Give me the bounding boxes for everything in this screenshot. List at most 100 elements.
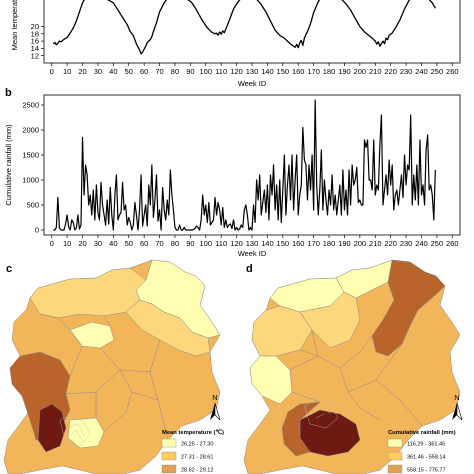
map-d-north-rainy-region: [371, 259, 446, 357]
legend-label: 116.29 - 361.45: [407, 442, 445, 448]
x-tick-label: 80: [171, 67, 179, 76]
x-tick-label: 10: [63, 67, 71, 76]
y-tick-label: 2500: [22, 101, 39, 110]
map-d-south-ring: [281, 401, 321, 457]
map-c-hot-core: [37, 403, 67, 453]
x-tick-label: 200: [354, 239, 367, 248]
panel-b-x-ticks: 0 10 20 30 40 50 60 70 80 90 100 110 120 130 140 150 160…: [50, 235, 459, 248]
x-tick-label: 110: [215, 67, 227, 76]
x-tick-label: 0: [50, 239, 54, 248]
x-tick-label: 60: [140, 67, 148, 76]
legend-label: 558.15 - 775.77: [407, 468, 446, 474]
x-tick-label: 230: [400, 67, 413, 76]
x-tick-label: 190: [338, 239, 351, 248]
x-tick-label: 240: [415, 67, 428, 76]
x-tick-label: 100: [200, 67, 213, 76]
x-tick-label: 170: [307, 239, 320, 248]
panel-b-ylabel: Cumulative rainfall (mm): [4, 124, 13, 206]
y-tick-label: 0: [35, 226, 39, 235]
x-tick-label: 40: [109, 239, 117, 248]
x-tick-label: 130: [246, 67, 259, 76]
legend-swatch: [161, 464, 177, 474]
y-tick-label: 12: [31, 51, 39, 60]
panel-c-north-arrow: N: [210, 393, 221, 421]
panel-b-letter: b: [5, 87, 12, 99]
x-tick-label: 250: [431, 67, 444, 76]
y-tick-label: 14: [31, 44, 39, 53]
x-tick-label: 90: [186, 67, 194, 76]
x-tick-label: 250: [431, 239, 444, 248]
panel-c-map: [3, 259, 221, 474]
map-c-urban-cluster: [59, 413, 91, 447]
x-tick-label: 90: [186, 239, 194, 248]
panel-d: d N Cumulative rainfall (mm) 11: [243, 259, 463, 474]
panel-a-plot-frame: [43, 0, 461, 64]
x-tick-label: 230: [400, 239, 413, 248]
x-tick-label: 10: [63, 239, 71, 248]
panel-c-legend: Mean temperature (℃) 26.25 - 27.30 27.31 …: [161, 429, 224, 474]
x-tick-label: 100: [200, 239, 213, 248]
map-d-inner-lines: [289, 329, 423, 427]
panel-b: b Cumulative rainfall (mm) 0 10 20 30 40 50 60…: [4, 87, 461, 258]
x-tick-label: 0: [50, 67, 54, 76]
x-tick-label: 150: [277, 67, 290, 76]
panel-b-y-ticks: 0 500 1000 1500 2000 2500: [22, 101, 44, 235]
legend-swatch: [161, 438, 177, 448]
panel-b-rainfall-series: [53, 99, 436, 231]
x-tick-label: 50: [125, 239, 133, 248]
x-tick-label: 70: [155, 67, 163, 76]
y-tick-label: 500: [26, 201, 39, 210]
x-tick-label: 80: [171, 239, 179, 248]
y-tick-label: 18: [31, 29, 39, 38]
legend-swatch: [387, 464, 403, 474]
x-tick-label: 120: [230, 67, 243, 76]
x-tick-label: 20: [78, 67, 86, 76]
x-tick-label: 260: [446, 239, 459, 248]
x-tick-label: 50: [125, 67, 133, 76]
x-tick-label: 240: [415, 239, 428, 248]
x-tick-label: 150: [277, 239, 290, 248]
panel-d-legend: Cumulative rainfall (mm) 116.29 - 361.45…: [387, 430, 456, 474]
panel-d-letter: d: [246, 263, 253, 275]
panel-c: c N Mean temperature (℃) 26.25 - 27.30: [3, 259, 224, 474]
y-tick-label: 1000: [22, 176, 39, 185]
map-c-inner-lines: [39, 313, 169, 441]
panel-d-north-arrow: N: [452, 393, 463, 421]
y-tick-label: 20: [31, 22, 39, 31]
x-tick-label: 210: [369, 239, 382, 248]
x-tick-label: 60: [140, 239, 148, 248]
north-arrow-c-label: N: [212, 393, 217, 402]
legend-swatch: [387, 451, 403, 461]
panel-c-letter: c: [6, 263, 12, 275]
panel-a-x-ticks: 0 10 20 30 40 50 60 70 80 90 100 110 120 130 140 150 160…: [50, 63, 459, 76]
x-tick-label: 140: [261, 239, 274, 248]
north-arrow-d-label: N: [454, 393, 459, 402]
x-tick-label: 220: [384, 67, 397, 76]
legend-label: 28.62 - 29.12: [181, 468, 213, 474]
panel-a-xlabel: Week ID: [238, 79, 267, 88]
x-tick-label: 40: [109, 67, 117, 76]
y-tick-label: 1500: [22, 151, 39, 160]
map-d-center-region: [299, 291, 361, 349]
x-tick-label: 110: [215, 239, 227, 248]
x-tick-label: 140: [261, 67, 274, 76]
x-tick-label: 170: [307, 67, 320, 76]
map-d-west-region: [251, 305, 313, 357]
panel-a-ylabel: Mean temperature (°C): [10, 0, 19, 50]
y-tick-label: 2000: [22, 126, 39, 135]
x-tick-label: 190: [338, 67, 351, 76]
panel-a-temperature-series: [52, 0, 436, 55]
x-tick-label: 30: [94, 67, 102, 76]
x-tick-label: 180: [323, 67, 336, 76]
x-tick-label: 200: [354, 67, 367, 76]
map-d-urban-cluster: [303, 397, 339, 429]
legend-label: 361.46 - 558.14: [407, 455, 446, 461]
x-tick-label: 160: [292, 239, 305, 248]
map-c-mid-east-region: [125, 299, 211, 357]
x-tick-label: 20: [78, 239, 86, 248]
y-tick-label: 16: [31, 37, 39, 46]
legend-swatch: [387, 438, 403, 448]
x-tick-label: 220: [384, 239, 397, 248]
